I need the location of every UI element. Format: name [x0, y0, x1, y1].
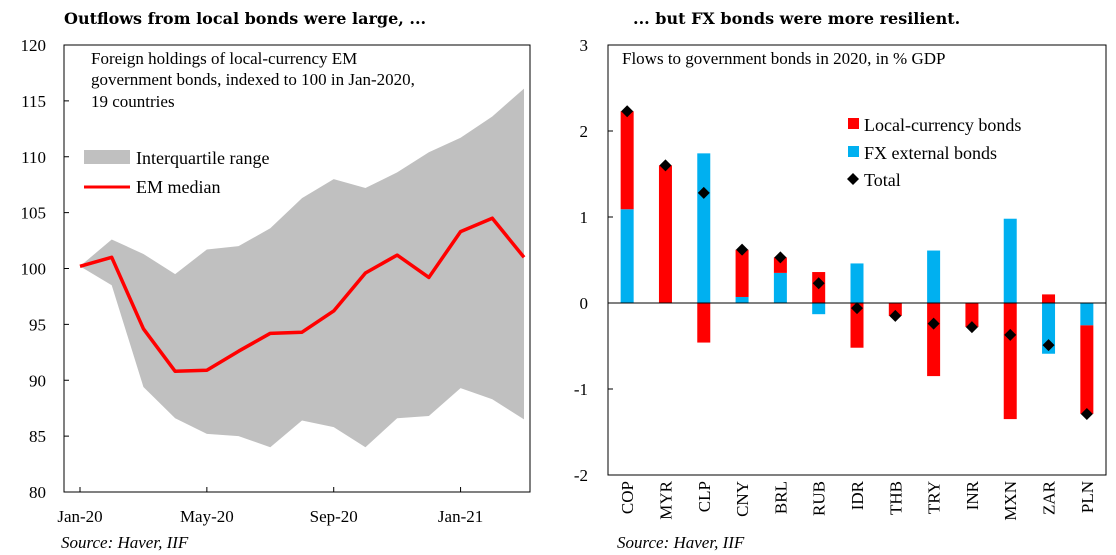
right-chart-title: ... but FX bonds were more resilient.: [633, 9, 960, 28]
bar-local-myr: [658, 165, 672, 303]
right-x-tick-label-pln: PLN: [1078, 481, 1097, 513]
right-x-tick-label-myr: MYR: [656, 480, 675, 519]
bar-local-mxn: [1003, 303, 1017, 420]
right-x-tick-label-brl: BRL: [771, 481, 790, 514]
bar-fx-cop: [620, 209, 634, 303]
iqr-band: [80, 88, 524, 448]
right-x-tick-label-clp: CLP: [695, 481, 714, 512]
left-source: Source: Haver, IIF: [61, 533, 189, 552]
total-marker-cny: [736, 243, 749, 256]
bar-local-inr: [965, 303, 979, 328]
total-marker-cop: [621, 105, 634, 118]
legend-swatch-fx-external: [848, 146, 859, 157]
total-marker-pln: [1080, 407, 1093, 420]
right-x-tick-label-rub: RUB: [810, 481, 829, 516]
total-marker-myr: [659, 159, 672, 172]
legend-label-fx-external: FX external bonds: [864, 143, 997, 163]
right-x-tick-label-cop: COP: [618, 481, 637, 514]
bar-fx-cny: [735, 296, 749, 303]
left-x-tick-label: Sep-20: [310, 507, 358, 526]
left-y-tick-label: 90: [29, 371, 46, 390]
left-y-tick-label: 105: [21, 204, 47, 223]
right-note: Flows to government bonds in 2020, in % …: [622, 49, 945, 68]
right-y-tick-label: 3: [580, 36, 589, 55]
total-marker-thb: [889, 309, 902, 322]
left-x-tick-label: May-20: [180, 507, 234, 526]
left-y-axis: 80 85 90 95 100 105 110 115 120: [21, 36, 69, 502]
total-marker-idr: [851, 302, 863, 315]
right-y-tick-label: 0: [580, 294, 589, 313]
total-marker-zar: [1042, 339, 1055, 352]
right-x-tick-label-mxn: MXN: [1001, 481, 1020, 521]
right-y-tick-label: -2: [574, 466, 588, 485]
legend-label-iqr: Interquartile range: [136, 148, 269, 168]
left-y-tick-label: 85: [29, 427, 46, 446]
total-marker-brl: [774, 251, 787, 264]
legend-label-local-currency: Local-currency bonds: [864, 115, 1021, 135]
left-y-tick-label: 95: [29, 315, 46, 334]
bar-local-cop: [620, 111, 634, 210]
right-source: Source: Haver, IIF: [617, 533, 745, 552]
bar-fx-brl: [773, 272, 787, 303]
bar-local-thb: [888, 303, 902, 316]
bar-local-try: [927, 303, 941, 377]
right-x-tick-label-idr: IDR: [848, 480, 867, 510]
left-y-tick-label: 115: [21, 92, 46, 111]
legend-swatch-total: [847, 173, 859, 185]
bar-local-cny: [735, 249, 749, 297]
total-marker-rub: [812, 277, 825, 290]
left-y-tick-label: 110: [21, 148, 46, 167]
right-chart: ... but FX bonds were more resilient. Fl…: [574, 9, 1107, 552]
legend-label-em-median: EM median: [136, 177, 220, 197]
right-x-tick-label-try: TRY: [925, 481, 944, 514]
left-area-layer: [79, 88, 526, 448]
bar-fx-clp: [697, 153, 711, 303]
bar-fx-mxn: [1003, 218, 1017, 303]
left-y-tick-label: 120: [21, 36, 47, 55]
legend-swatch-iqr: [84, 150, 130, 164]
right-x-tick-label-inr: INR: [963, 480, 982, 510]
right-bars-layer: [608, 105, 1106, 420]
right-y-tick-label: 2: [580, 122, 589, 141]
left-note-line-3: 19 countries: [91, 92, 175, 111]
legend-swatch-local-currency: [848, 118, 859, 129]
bar-local-idr: [850, 303, 864, 348]
right-y-tick-label: -1: [574, 380, 588, 399]
bar-fx-idr: [850, 263, 864, 303]
left-chart-title: Outflows from local bonds were large, ..…: [64, 9, 426, 28]
bar-fx-rub: [812, 303, 826, 315]
left-note-line-1: Foreign holdings of local-currency EM: [91, 49, 357, 68]
bar-local-pln: [1080, 325, 1094, 414]
right-x-axis: COP MYR CLP CNY BRL RUB IDR THB TRY INR MXN ZAR PLN: [618, 480, 1097, 520]
right-y-axis: -2 -1 0 1 2 3: [574, 36, 613, 485]
bar-local-zar: [1042, 294, 1056, 303]
right-y-tick-label: 1: [580, 208, 589, 227]
bar-fx-zar: [1042, 303, 1056, 354]
bar-fx-pln: [1080, 303, 1094, 326]
total-marker-clp: [697, 186, 710, 199]
left-y-tick-label: 80: [29, 483, 46, 502]
right-x-tick-label-zar: ZAR: [1040, 480, 1059, 515]
right-plot-frame: [607, 44, 1107, 476]
legend-label-total: Total: [864, 170, 901, 190]
bar-fx-try: [927, 250, 941, 303]
right-x-tick-label-cny: CNY: [733, 481, 752, 517]
total-marker-inr: [965, 321, 978, 334]
bar-local-clp: [697, 303, 711, 343]
total-marker-try: [927, 317, 940, 330]
left-note-line-2: government bonds, indexed to 100 in Jan-…: [91, 70, 415, 89]
left-y-tick-label: 100: [21, 260, 47, 279]
right-x-tick-label-thb: THB: [886, 481, 905, 515]
left-x-tick-label: Jan-20: [57, 507, 102, 526]
em-median-line: [79, 216, 526, 374]
left-chart: Outflows from local bonds were large, ..…: [21, 9, 531, 552]
left-x-axis: Jan-20 May-20 Sep-20 Jan-21: [57, 487, 483, 526]
bar-local-brl: [773, 257, 787, 273]
left-x-tick-label: Jan-21: [438, 507, 483, 526]
total-marker-mxn: [1004, 328, 1017, 341]
